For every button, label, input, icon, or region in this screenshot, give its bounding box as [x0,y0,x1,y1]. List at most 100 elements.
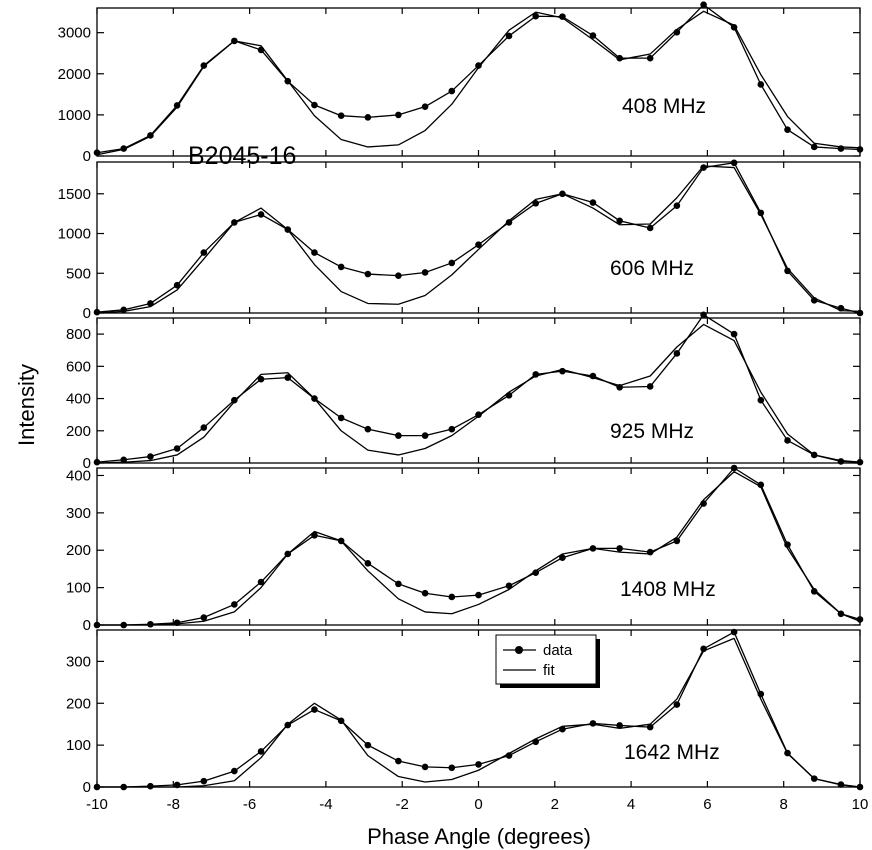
data-point [147,782,154,790]
panel-frame [96,317,861,464]
series-line-data [96,4,861,154]
data-point [257,375,265,383]
x-tick-label: -6 [243,796,256,813]
data-point [200,777,208,785]
data-point [93,149,101,157]
series-line-fit [96,323,861,464]
data-point [448,259,456,267]
y-tick-label: 600 [66,358,91,375]
data-point [395,111,402,119]
y-tick-label: 400 [66,391,91,408]
y-tick-label: 200 [66,423,91,440]
data-point [646,224,654,232]
data-point [448,764,456,772]
x-tick-label: -8 [167,796,180,813]
panel-label: 925 MHz [610,420,694,443]
panel-3: 0 100 200 300 400 1408 MHz [66,464,864,634]
data-point [364,741,372,749]
data-point [200,614,208,621]
x-tick-label: -4 [319,796,332,813]
data-point [337,263,345,271]
data-point [395,580,402,588]
data-point [448,87,456,95]
data-point [700,1,707,9]
data-point [257,211,265,218]
data-point [147,453,154,460]
data-point [311,249,318,256]
panel-label: 1642 MHz [624,741,720,764]
data-point [589,720,597,727]
data-point [364,425,372,433]
data-point [475,411,482,418]
series-line-fit [97,637,861,788]
data-point [475,62,482,69]
series-line-data [96,162,861,314]
legend-fit-label: fit [543,662,556,679]
source-label: B2045-16 [188,142,296,170]
data-point [231,767,238,775]
data-point [730,159,738,167]
panel-1: 0 500 1000 1500 606 MHz [58,159,864,322]
data-point [257,578,265,586]
x-tick-label: 4 [627,796,635,813]
data-point [616,217,623,225]
data-point [646,54,654,62]
series-line-fit [97,471,861,626]
data-point [856,616,864,623]
data-point [616,722,623,729]
y-tick-label: 0 [83,305,91,322]
y-tick-label: 200 [66,695,91,712]
y-tick-label: 1000 [58,107,91,124]
data-point [730,330,738,338]
data-point [505,219,513,226]
data-point [448,425,456,433]
x-tick-label: 6 [703,796,711,813]
panel-label: 606 MHz [610,257,694,280]
data-point [257,748,265,755]
y-tick-label: 0 [83,455,91,472]
data-point [505,392,513,399]
y-tick-label: 0 [83,779,91,796]
panel-label: 1408 MHz [620,578,716,601]
data-point [810,588,818,595]
series-line-fit [96,165,861,314]
data-point [421,432,429,439]
data-point [475,241,482,248]
data-point [700,164,707,171]
data-point [673,350,681,357]
x-tick-label: 0 [474,796,482,813]
y-tick-label: 300 [66,505,91,522]
data-point [147,620,154,628]
panel-4: 0 100 200 300 1642 MHz [66,628,864,796]
y-tick-label: 800 [66,326,91,343]
data-point [120,456,128,464]
data-point [646,723,654,731]
x-tick-label: -10 [86,796,108,813]
y-axis-title: Intensity [14,364,39,446]
data-point [784,126,791,133]
data-point [421,763,429,771]
panel-0: 0 1000 2000 3000 408 MHz [58,1,864,165]
data-point [337,414,345,422]
data-point [757,396,765,404]
y-tick-label: 100 [66,737,91,754]
data-point [93,308,101,316]
series-line-data [97,467,861,626]
data-point [559,554,566,562]
data-point [231,396,238,404]
data-point [673,701,681,708]
data-point [616,545,623,552]
data-point [364,270,372,278]
data-point [700,311,707,319]
data-point [173,445,181,452]
legend: data fit [495,634,600,688]
y-tick-label: 1500 [58,186,91,203]
data-point [231,601,238,608]
data-point [311,706,318,713]
data-point [810,143,818,151]
data-point [505,32,513,40]
data-point [421,589,429,597]
data-point [337,112,345,120]
